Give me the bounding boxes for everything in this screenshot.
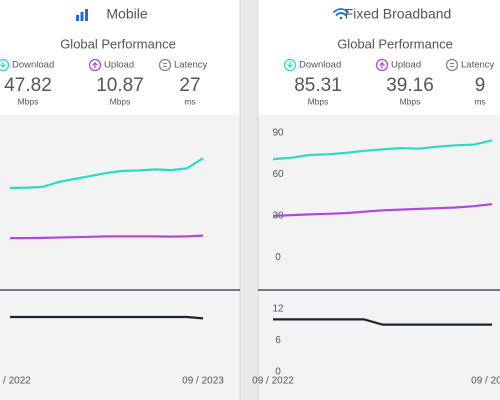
series-line	[272, 139, 493, 161]
icon-glyph	[450, 62, 454, 68]
icon-ring	[88, 58, 102, 72]
stat-value: 85.31	[294, 75, 342, 96]
stat-icon	[88, 58, 102, 72]
icon-ring	[283, 58, 297, 72]
series-line	[9, 157, 204, 190]
panel-title: Mobile	[106, 6, 147, 22]
panel-title: Fixed Broadband	[345, 6, 452, 22]
icon-ring	[445, 58, 459, 72]
stat-unit: Mbps	[308, 96, 329, 106]
stat-icon	[283, 58, 297, 72]
stat-label: Download	[299, 60, 341, 71]
stat-unit: Mbps	[18, 96, 39, 106]
panel-subtitle: Global Performance	[337, 36, 453, 51]
series-line	[272, 203, 493, 217]
stat-value: 39.16	[386, 75, 434, 96]
gutter	[240, 0, 258, 400]
y-tick-label: 90	[272, 127, 284, 138]
icon-glyph	[163, 62, 167, 68]
stat-icon	[0, 58, 10, 72]
stat-value: 10.87	[96, 75, 144, 96]
stat-value: 27	[179, 75, 200, 96]
icon-glyph	[0, 62, 6, 69]
y-tick-label: 12	[272, 303, 284, 314]
icon-ring	[158, 58, 172, 72]
stat-label: Latency	[174, 60, 208, 71]
stat-value: 47.82	[4, 75, 52, 96]
chart-area	[258, 115, 500, 400]
stat-icon	[375, 58, 389, 72]
y-tick-label: 0	[275, 367, 281, 378]
icon-glyph	[287, 62, 293, 69]
x-tick-label: 09 / 2022	[252, 376, 294, 387]
stat-value: 9	[475, 75, 486, 96]
stat-label: Upload	[391, 60, 421, 71]
stat-unit: Mbps	[110, 96, 131, 106]
icon-glyph	[379, 61, 385, 68]
x-tick-label: 09 / 2022	[0, 376, 31, 387]
wifi-icon	[333, 8, 349, 20]
y-tick-label: 6	[275, 335, 281, 346]
series-line	[10, 234, 204, 240]
icon-ring	[375, 58, 389, 72]
icon-ring	[0, 58, 10, 72]
stat-unit: Mbps	[400, 96, 421, 106]
icon-glyph	[92, 61, 98, 68]
x-tick-label: 09 / 2023	[182, 376, 224, 387]
stat-icon	[445, 58, 459, 72]
stat-label: Download	[12, 60, 54, 71]
stat-unit: ms	[474, 96, 485, 106]
stat-unit: ms	[184, 96, 195, 106]
chart-area	[0, 115, 240, 400]
y-tick-label: 60	[272, 169, 284, 180]
mobile-icon	[76, 9, 88, 21]
stat-label: Upload	[104, 60, 134, 71]
stat-icon	[158, 58, 172, 72]
stat-label: Latency	[461, 60, 495, 71]
series-line	[10, 315, 204, 320]
x-tick-label: 09 / 2023	[471, 376, 500, 387]
panel-subtitle: Global Performance	[60, 36, 176, 51]
series-line	[273, 318, 492, 326]
y-tick-label: 0	[275, 252, 281, 263]
